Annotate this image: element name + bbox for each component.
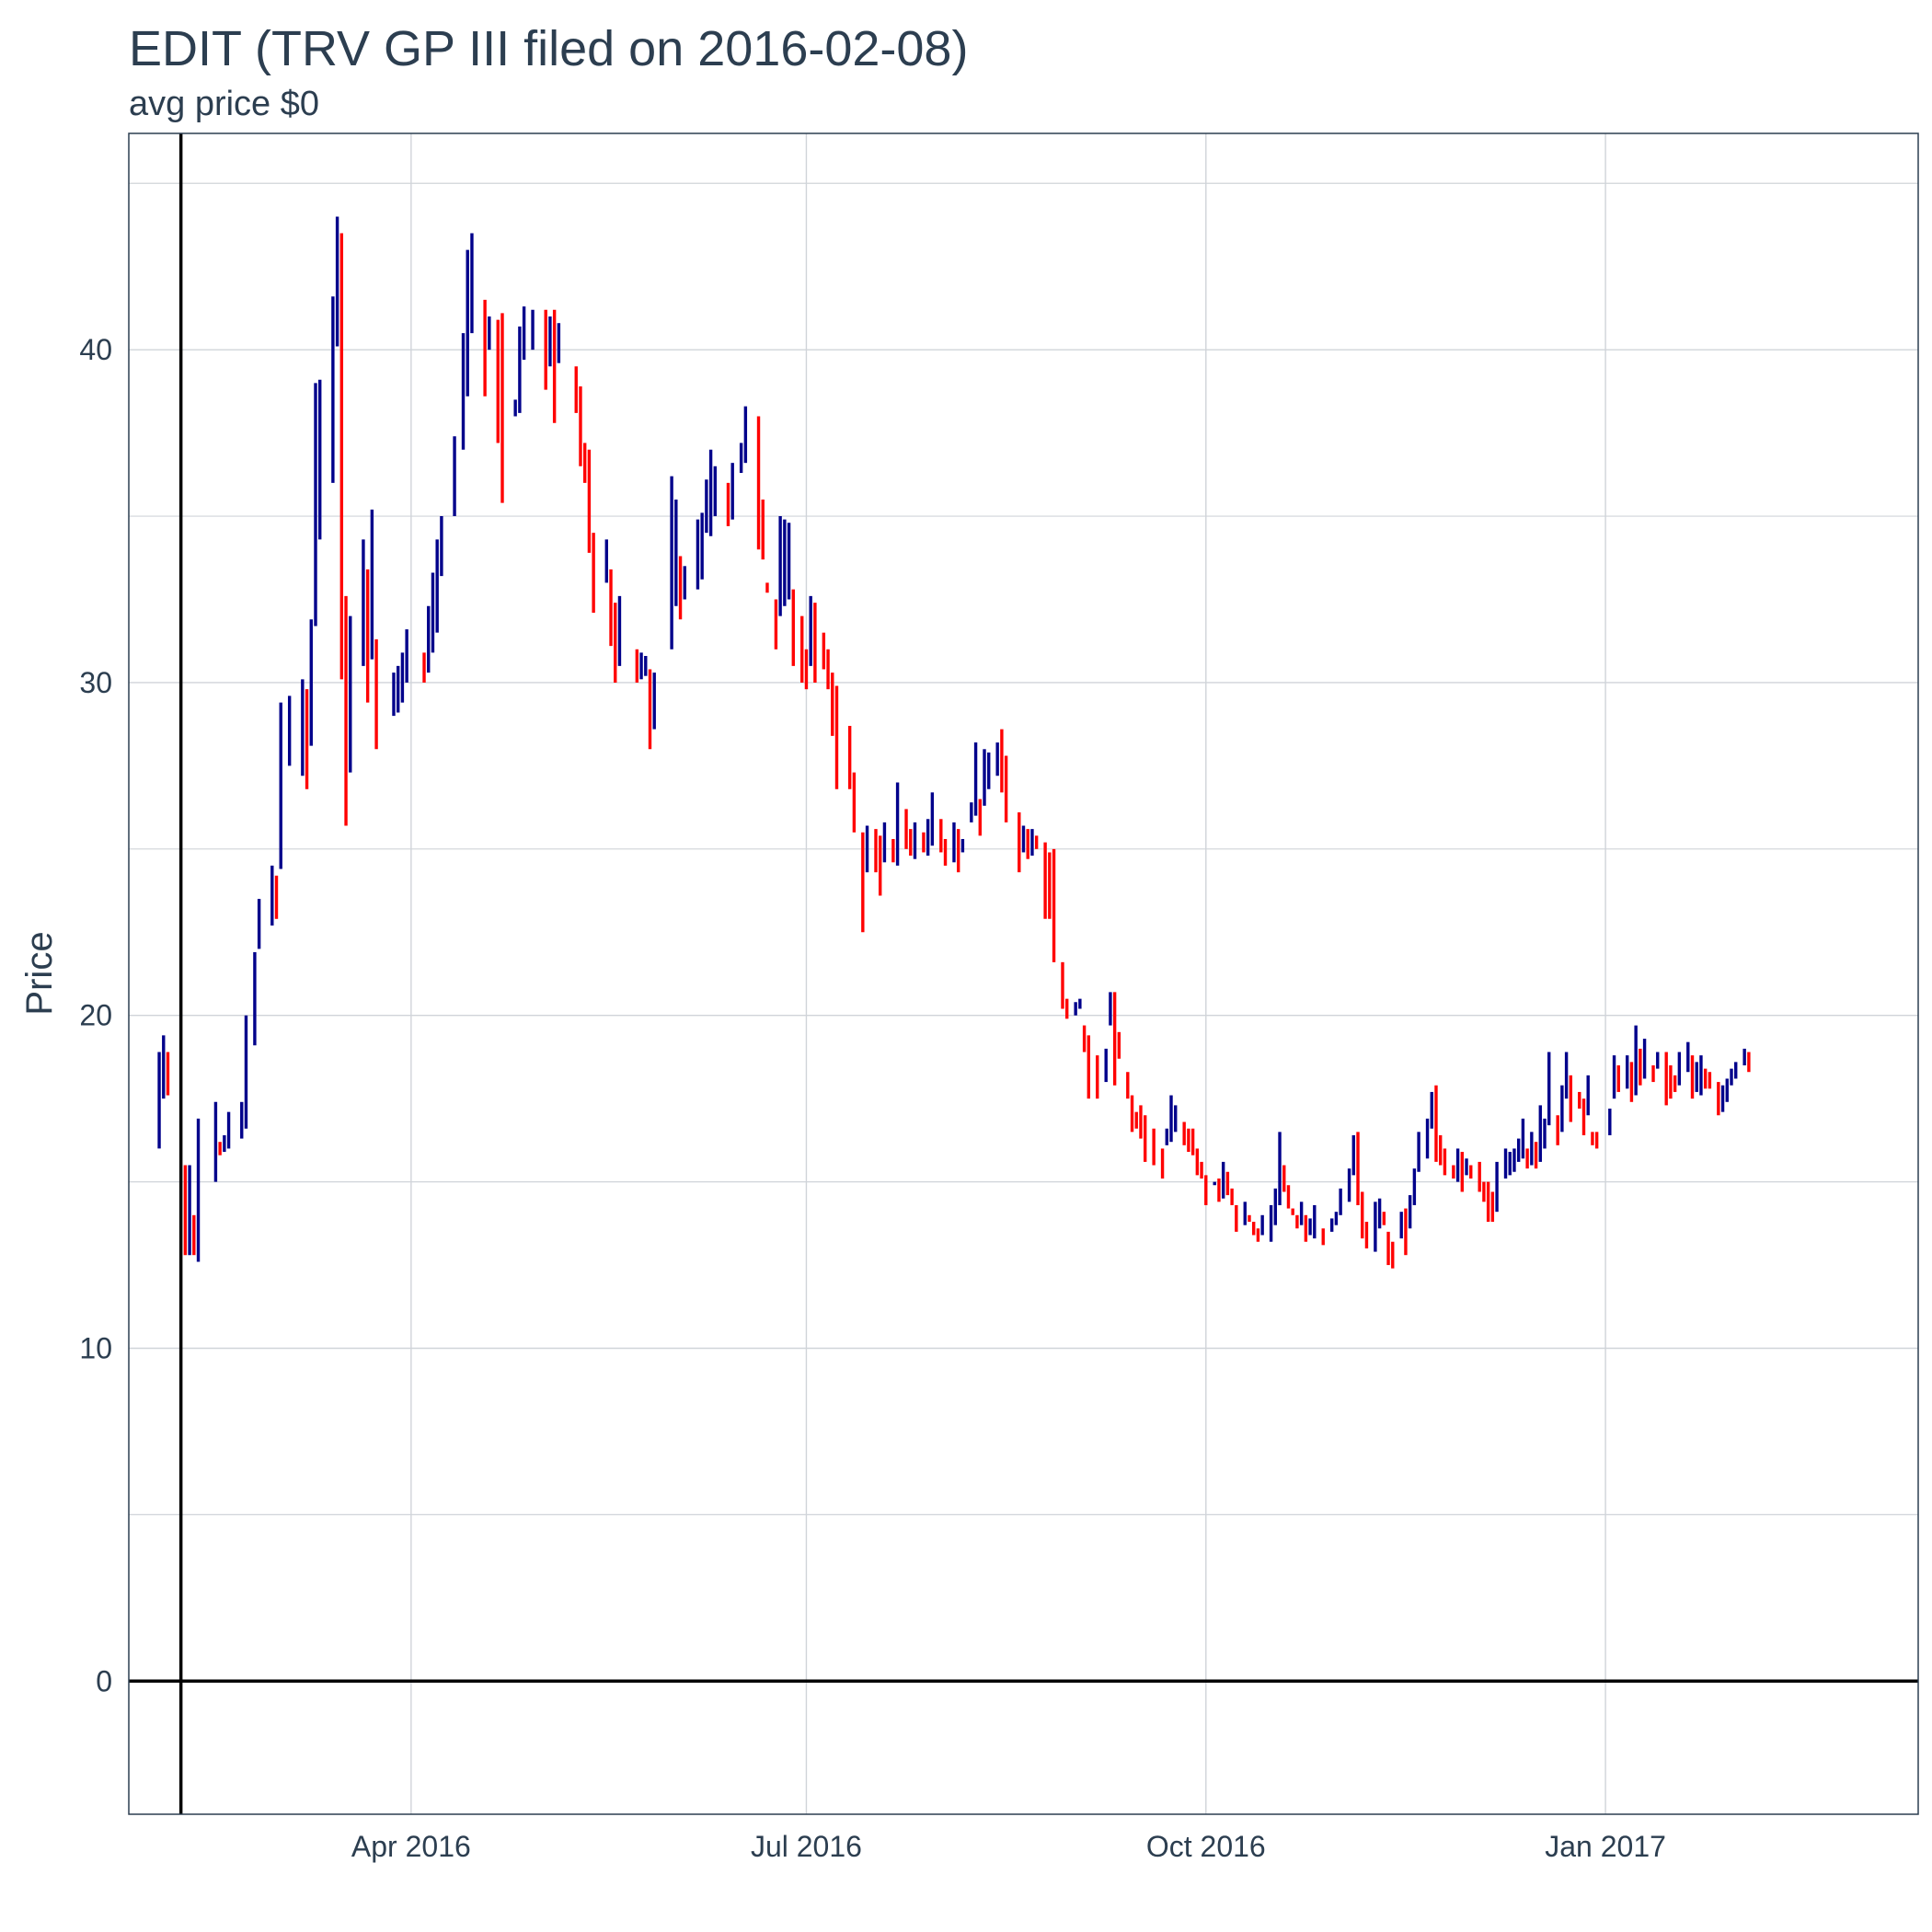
- y-tick-label: 10: [79, 1332, 112, 1365]
- y-axis-label: Price: [19, 931, 60, 1015]
- y-tick-label: 20: [79, 999, 112, 1032]
- reference-lines: [129, 133, 1918, 1814]
- y-tick-label: 0: [96, 1664, 112, 1697]
- chart-title: EDIT (TRV GP III filed on 2016-02-08): [129, 21, 969, 76]
- x-tick-label: Jan 2017: [1545, 1830, 1666, 1863]
- y-tick-label: 30: [79, 666, 112, 699]
- chart-subtitle: avg price $0: [129, 85, 320, 123]
- price-bars: [157, 216, 1751, 1269]
- y-tick-label: 40: [79, 333, 112, 366]
- axes: 0 10 20 30 40 Apr 2016 Jul 2016 Oct 2016 Jan 201…: [79, 333, 1666, 1863]
- grid-lines: [129, 133, 1918, 1814]
- x-tick-label: Oct 2016: [1146, 1830, 1266, 1863]
- x-tick-label: Jul 2016: [751, 1830, 862, 1863]
- x-tick-label: Apr 2016: [351, 1830, 471, 1863]
- panel-border: [128, 132, 1919, 1815]
